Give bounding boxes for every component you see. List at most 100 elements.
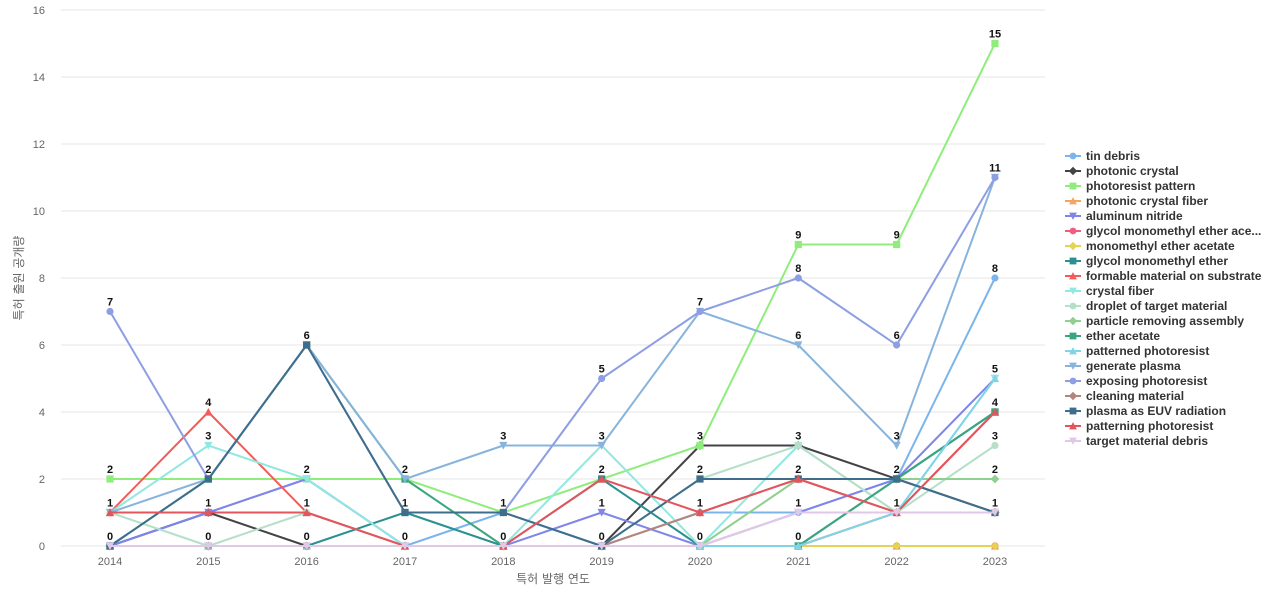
data-point <box>204 441 213 450</box>
legend-marker <box>1069 332 1077 340</box>
legend-label: exposing photoresist <box>1086 374 1207 388</box>
data-point <box>302 508 311 517</box>
legend-label: patterned photoresist <box>1086 344 1209 358</box>
data-point <box>991 441 999 450</box>
data-point <box>204 407 213 416</box>
data-point <box>794 508 803 517</box>
legend-item[interactable]: glycol monomethyl ether ace... <box>1065 224 1261 238</box>
series-line <box>109 377 996 547</box>
legend-marker <box>1069 227 1077 235</box>
legend-label: photoresist pattern <box>1086 179 1195 193</box>
data-label: 2 <box>894 464 900 476</box>
data-point <box>991 274 999 282</box>
data-point <box>991 173 999 182</box>
data-point <box>990 474 1000 484</box>
data-label: 0 <box>107 531 113 543</box>
data-point <box>892 441 901 450</box>
data-label: 4 <box>992 397 999 409</box>
legend-label: crystal fiber <box>1086 284 1154 298</box>
data-point <box>990 541 1000 551</box>
y-tick-label: 2 <box>39 474 45 486</box>
data-point <box>990 374 1000 383</box>
x-tick-label: 2021 <box>786 556 810 568</box>
legend-item[interactable]: patterning photoresist <box>1065 419 1213 433</box>
legend-item[interactable]: crystal fiber <box>1065 284 1154 298</box>
legend-label: aluminum nitride <box>1086 209 1183 223</box>
y-tick-label: 8 <box>39 273 45 285</box>
legend-item[interactable]: plasma as EUV radiation <box>1065 404 1226 418</box>
legend-item[interactable]: glycol monomethyl ether <box>1065 254 1228 268</box>
data-point <box>106 475 114 483</box>
legend-marker <box>1069 362 1077 370</box>
legend-item[interactable]: photonic crystal <box>1065 164 1179 178</box>
data-label: 1 <box>304 498 310 510</box>
data-label: 0 <box>697 531 703 543</box>
data-point <box>696 307 704 316</box>
y-tick-label: 10 <box>33 206 45 218</box>
data-point <box>990 407 1000 416</box>
x-tick-label: 2019 <box>589 556 613 568</box>
legend-item[interactable]: photoresist pattern <box>1065 179 1195 193</box>
legend-item[interactable]: patterned photoresist <box>1065 344 1209 358</box>
x-tick-label: 2017 <box>393 556 417 568</box>
legend-item[interactable]: target material debris <box>1065 434 1208 448</box>
legend-label: plasma as EUV radiation <box>1086 404 1226 418</box>
legend-item[interactable]: formable material on substrate <box>1065 269 1262 283</box>
data-label: 1 <box>697 498 703 510</box>
data-label: 1 <box>205 498 211 510</box>
data-label: 4 <box>205 397 212 409</box>
legend-item[interactable]: exposing photoresist <box>1065 374 1207 388</box>
legend-item[interactable]: aluminum nitride <box>1065 209 1183 223</box>
series-target-material-debris <box>105 508 1000 551</box>
legend-marker <box>1069 287 1077 295</box>
data-point <box>597 441 606 450</box>
series-line <box>110 377 996 547</box>
legend-item[interactable]: tin debris <box>1065 149 1140 163</box>
legend-label: cleaning material <box>1086 389 1184 403</box>
legend-item[interactable]: cleaning material <box>1065 389 1184 403</box>
data-point <box>991 39 999 48</box>
legend-item[interactable]: droplet of target material <box>1065 299 1227 313</box>
legend-marker <box>1068 316 1078 326</box>
legend-label: patterning photoresist <box>1086 419 1213 433</box>
data-point <box>400 475 410 484</box>
data-label: 11 <box>989 163 1001 175</box>
data-label: 1 <box>795 498 801 510</box>
data-label: 5 <box>992 364 998 376</box>
series-line <box>109 377 996 547</box>
data-point <box>204 475 212 483</box>
data-point <box>893 475 901 483</box>
data-label: 9 <box>894 230 900 242</box>
legend-item[interactable]: photonic crystal fiber <box>1065 194 1208 208</box>
data-point <box>302 475 311 484</box>
data-point <box>794 441 802 450</box>
data-label: 3 <box>500 431 506 443</box>
legend-label: glycol monomethyl ether ace... <box>1086 224 1261 238</box>
legend-marker <box>1069 302 1077 310</box>
data-point <box>695 508 705 517</box>
data-point <box>598 374 606 383</box>
data-label: 0 <box>304 531 310 543</box>
data-label: 0 <box>205 531 211 543</box>
x-tick-label: 2016 <box>294 556 318 568</box>
legend-item[interactable]: monomethyl ether acetate <box>1065 239 1235 253</box>
data-label: 9 <box>795 230 801 242</box>
x-tick-label: 2018 <box>491 556 515 568</box>
x-tick-label: 2014 <box>98 556 122 568</box>
data-point <box>401 508 409 517</box>
legend-marker <box>1069 422 1077 430</box>
data-point <box>302 542 311 551</box>
data-label: 0 <box>402 531 408 543</box>
legend-item[interactable]: ether acetate <box>1065 329 1160 343</box>
legend-item[interactable]: generate plasma <box>1065 359 1181 373</box>
legend-marker <box>1069 437 1077 445</box>
y-tick-label: 0 <box>39 541 45 553</box>
y-tick-label: 4 <box>39 407 45 419</box>
data-labels: 7210432106210210310532107321098632109632… <box>107 29 1001 544</box>
legend-item[interactable]: particle removing assembly <box>1065 314 1244 328</box>
data-label: 15 <box>989 29 1001 41</box>
data-point <box>892 541 902 551</box>
data-label: 1 <box>599 498 605 510</box>
